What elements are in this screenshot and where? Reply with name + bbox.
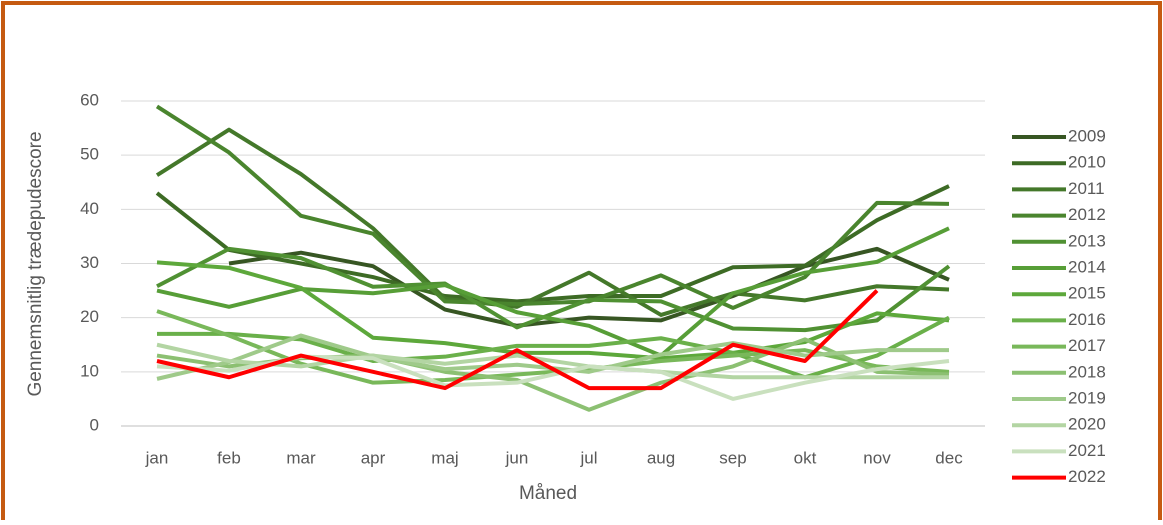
legend-label: 2013	[1068, 231, 1106, 250]
y-tick-label: 60	[80, 90, 99, 109]
legend-label: 2011	[1068, 179, 1105, 198]
series-line	[156, 246, 951, 333]
legend-label: 2012	[1068, 205, 1106, 224]
x-tick-label: okt	[794, 448, 817, 467]
legend-label: 2019	[1068, 388, 1106, 407]
legend-label: 2010	[1068, 153, 1106, 172]
x-tick-label: dec	[935, 448, 963, 467]
legend-label: 2020	[1068, 415, 1106, 434]
x-tick-label: jul	[579, 448, 597, 467]
legend-label: 2021	[1068, 441, 1106, 460]
legend-label: 2022	[1068, 467, 1106, 486]
series-line	[155, 127, 950, 317]
series-line	[156, 342, 949, 380]
x-tick-label: maj	[431, 448, 458, 467]
y-tick-label: 30	[80, 253, 99, 272]
x-tick-label: nov	[863, 448, 891, 467]
series-line	[228, 246, 950, 328]
series-line	[156, 260, 950, 361]
x-tick-label: mar	[286, 448, 316, 467]
legend-label: 2009	[1068, 126, 1106, 145]
legend-label: 2015	[1068, 284, 1106, 303]
series-line	[156, 289, 879, 391]
y-tick-label: 40	[80, 199, 99, 218]
y-axis-label: Gennemsnitlig trædepudescore	[25, 131, 46, 396]
x-tick-label: jan	[145, 448, 169, 467]
x-tick-label: sep	[719, 448, 746, 467]
series-line	[156, 226, 950, 358]
y-tick-label: 50	[80, 145, 99, 164]
legend-label: 2018	[1068, 362, 1106, 381]
legend-label: 2017	[1068, 336, 1106, 355]
y-tick-label: 20	[80, 307, 99, 326]
series-line	[155, 104, 950, 310]
y-tick-label: 10	[80, 361, 99, 380]
x-tick-label: feb	[217, 448, 241, 467]
x-tick-label: jun	[505, 448, 529, 467]
y-tick-label: 0	[90, 415, 99, 434]
legend-label: 2014	[1068, 257, 1106, 276]
series-line	[155, 184, 950, 304]
x-tick-label: aug	[647, 448, 675, 467]
legend-label: 2016	[1068, 310, 1106, 329]
x-tick-label: apr	[361, 448, 386, 467]
x-axis-label: Måned	[519, 483, 577, 504]
